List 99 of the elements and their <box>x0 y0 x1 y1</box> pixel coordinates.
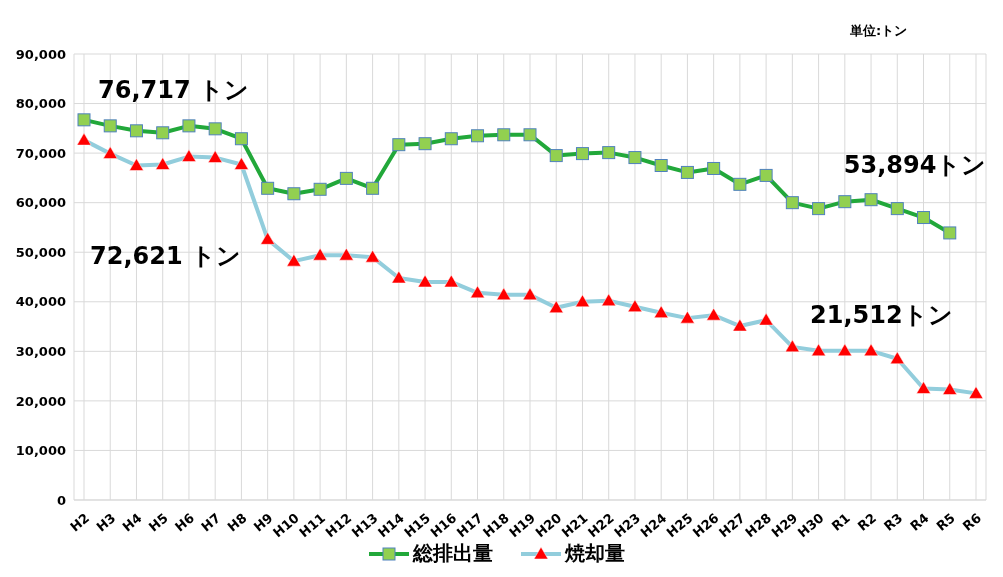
point <box>707 161 721 175</box>
y-tick-label: 90,000 <box>15 46 66 62</box>
point <box>680 310 695 324</box>
point <box>601 293 616 307</box>
legend-label: 総排出量 <box>413 540 493 567</box>
point <box>339 247 354 261</box>
point <box>916 381 931 394</box>
point <box>313 182 327 196</box>
point <box>864 193 878 207</box>
point <box>811 343 826 357</box>
point <box>470 285 485 299</box>
point <box>523 128 537 142</box>
point <box>548 300 564 313</box>
point <box>890 202 904 216</box>
point <box>758 312 774 326</box>
x-tick-label: H3 <box>93 510 119 535</box>
point <box>863 343 879 357</box>
point <box>287 187 301 201</box>
point <box>418 137 432 151</box>
y-tick-label: 60,000 <box>15 195 66 211</box>
point <box>968 386 984 399</box>
annotation: 76,717 トン <box>98 75 249 104</box>
point <box>943 226 957 240</box>
point <box>260 232 275 245</box>
x-tick-label: H8 <box>224 510 250 535</box>
annotation: 21,512トン <box>810 301 953 330</box>
point <box>575 147 589 161</box>
point <box>602 146 616 160</box>
point <box>444 274 459 288</box>
y-tick-label: 40,000 <box>15 294 66 310</box>
point <box>339 171 353 185</box>
x-tick-label: H6 <box>172 510 198 535</box>
point <box>444 132 458 146</box>
point <box>497 128 511 142</box>
y-tick-label: 10,000 <box>15 443 66 459</box>
x-tick-label: H4 <box>119 510 145 535</box>
x-tick-label: R1 <box>828 510 853 534</box>
point <box>680 165 694 179</box>
point <box>471 129 485 143</box>
point <box>103 119 117 133</box>
y-tick-label: 70,000 <box>15 145 66 161</box>
annotation: 53,894トン <box>843 150 987 179</box>
point <box>417 274 433 288</box>
point <box>837 343 853 357</box>
x-tick-label: H2 <box>67 510 93 535</box>
point <box>706 307 721 321</box>
point <box>129 158 144 171</box>
point <box>102 146 118 159</box>
x-tick-label: R5 <box>933 510 958 534</box>
y-tick-label: 80,000 <box>15 96 66 112</box>
point <box>890 351 905 365</box>
y-tick-label: 0 <box>56 492 66 508</box>
point <box>77 113 91 127</box>
point <box>942 382 958 395</box>
point <box>234 132 248 146</box>
point <box>549 149 563 163</box>
point <box>155 157 170 170</box>
annotation: 72,621 トン <box>90 241 241 272</box>
point <box>207 150 223 163</box>
point <box>182 119 196 133</box>
point <box>234 157 249 170</box>
y-tick-label: 50,000 <box>15 244 66 260</box>
point <box>181 149 197 162</box>
x-tick-label: R2 <box>854 510 880 534</box>
x-tick-label: R6 <box>959 510 985 534</box>
point <box>365 249 380 263</box>
point <box>312 247 328 261</box>
point <box>522 287 538 301</box>
point <box>732 318 748 332</box>
point <box>391 270 407 284</box>
y-tick-label: 20,000 <box>15 393 66 409</box>
point <box>129 124 143 138</box>
point <box>286 253 302 267</box>
point <box>759 168 773 182</box>
point <box>392 138 406 152</box>
legend-label: 焼却量 <box>565 540 625 567</box>
point <box>496 287 512 301</box>
x-tick-label: H7 <box>198 510 224 535</box>
point <box>76 132 92 146</box>
point <box>366 181 380 195</box>
point <box>733 177 747 191</box>
x-tick-label: H5 <box>145 510 171 535</box>
point <box>627 299 643 312</box>
x-tick-label: R3 <box>881 510 906 534</box>
point <box>812 202 826 216</box>
point <box>785 196 799 210</box>
y-tick-label: 30,000 <box>15 343 66 359</box>
x-tick-label: R4 <box>907 510 932 534</box>
point <box>917 211 931 225</box>
point <box>208 122 222 136</box>
point <box>628 151 642 165</box>
point <box>654 159 668 172</box>
point <box>156 126 170 140</box>
point <box>838 195 852 209</box>
point <box>261 181 275 195</box>
point <box>785 339 800 353</box>
text: 単位:トン <box>850 22 908 40</box>
point <box>653 305 669 318</box>
point <box>575 294 590 308</box>
